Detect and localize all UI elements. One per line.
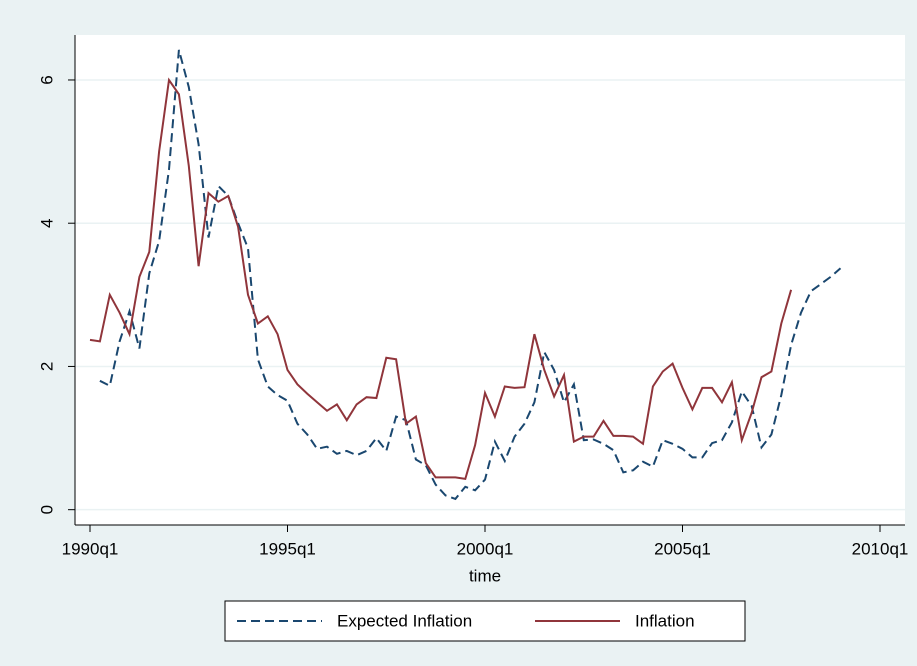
- series-line: [99, 49, 842, 501]
- y-tick-label: 4: [37, 218, 56, 227]
- y-tick-label: 6: [37, 75, 56, 84]
- y-tick-label: 2: [37, 362, 56, 371]
- legend-label: Inflation: [635, 611, 695, 630]
- x-tick-label: 2010q1: [852, 539, 909, 558]
- plot-area: [75, 35, 905, 525]
- series-line: [89, 77, 793, 481]
- x-tick-label: 1995q1: [259, 539, 316, 558]
- x-axis-title: time: [469, 566, 501, 585]
- legend-label: Expected Inflation: [337, 611, 472, 630]
- y-tick-label: 0: [37, 505, 56, 514]
- x-tick-label: 2000q1: [457, 539, 514, 558]
- x-tick-label: 1990q1: [62, 539, 119, 558]
- x-tick-label: 2005q1: [654, 539, 711, 558]
